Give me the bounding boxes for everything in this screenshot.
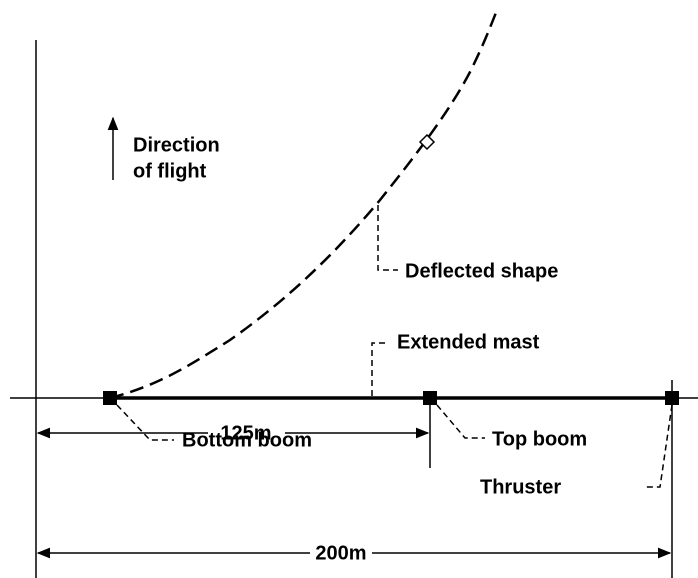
callout: Top boom bbox=[492, 428, 587, 450]
callout: Bottom boom bbox=[182, 429, 312, 451]
dimension-label: 200m bbox=[315, 542, 366, 564]
direction-label: Direction bbox=[133, 134, 220, 156]
callout: Extended mast bbox=[397, 331, 540, 353]
tip-marker bbox=[418, 133, 436, 151]
dimension-label: 125m bbox=[220, 422, 271, 444]
leader bbox=[377, 205, 398, 271]
callout: Thruster bbox=[480, 476, 561, 498]
deflected-curve bbox=[109, 9, 499, 400]
leader bbox=[371, 342, 388, 396]
direction-label: of flight bbox=[133, 160, 207, 182]
leader bbox=[116, 404, 174, 441]
leader bbox=[645, 404, 673, 488]
bottom-boom-node bbox=[103, 391, 117, 405]
callout: Deflected shape bbox=[405, 260, 558, 282]
leader bbox=[436, 404, 485, 439]
